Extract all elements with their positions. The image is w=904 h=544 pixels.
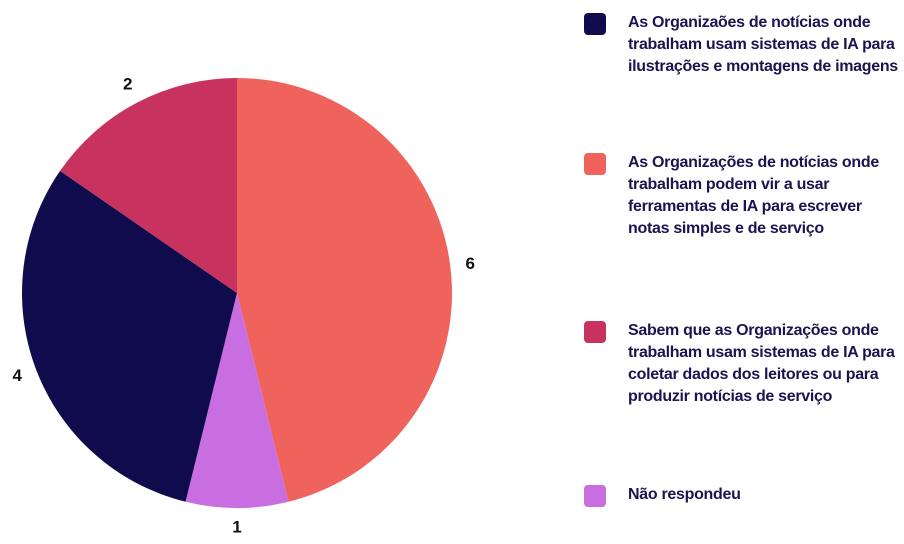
legend-item: Não respondeu xyxy=(584,484,900,507)
legend-swatch xyxy=(584,153,606,175)
pie-slice xyxy=(237,78,453,502)
pie-slice xyxy=(21,170,238,502)
data-label: 6 xyxy=(466,254,475,273)
legend-item: As Organizações de notícias onde trabalh… xyxy=(584,152,900,240)
pie-slice xyxy=(185,293,289,509)
legend-swatch xyxy=(584,485,606,507)
legend-item: Sabem que as Organizações onde trabalham… xyxy=(584,320,900,408)
legend-item: As Organizaões de notícias onde trabalha… xyxy=(584,12,900,78)
pie-slice xyxy=(60,78,237,293)
data-label: 4 xyxy=(13,366,23,385)
legend-label: Sabem que as Organizações onde trabalham… xyxy=(628,322,895,405)
data-label: 1 xyxy=(232,517,241,536)
data-label: 2 xyxy=(123,74,132,93)
legend-label: As Organizações de notícias onde trabalh… xyxy=(628,154,879,237)
legend-swatch xyxy=(584,13,606,35)
legend-label: Não respondeu xyxy=(628,486,741,503)
legend-swatch xyxy=(584,321,606,343)
legend-label: As Organizaões de notícias onde trabalha… xyxy=(628,14,898,75)
